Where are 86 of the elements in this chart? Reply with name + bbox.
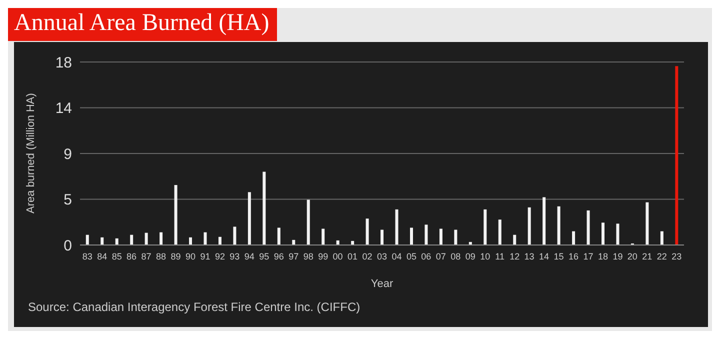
chart-title: Annual Area Burned (HA) (8, 8, 278, 41)
bar (306, 200, 310, 245)
x-tick-label: 90 (185, 251, 196, 262)
x-tick-label: 23 (672, 251, 682, 262)
x-tick-label: 03 (376, 251, 388, 262)
bar (144, 232, 148, 245)
bar (557, 206, 560, 245)
x-tick-label: 18 (598, 251, 608, 262)
x-tick-label: 15 (554, 251, 564, 262)
bar (660, 231, 664, 245)
x-tick-label: 98 (303, 251, 314, 262)
source-note: Source: Canadian Interagency Forest Fire Centre Inc. (CIFFC) (28, 300, 360, 314)
bar (395, 209, 398, 245)
x-tick-label: 83 (82, 251, 92, 262)
bar (410, 228, 413, 245)
y-tick-label: 5 (64, 192, 72, 209)
bar (646, 202, 649, 245)
bar (86, 234, 89, 245)
x-tick-label: 22 (656, 251, 667, 262)
y-tick-label: 9 (64, 146, 72, 163)
bar (189, 237, 192, 245)
x-tick-label: 84 (97, 251, 108, 262)
x-tick-label: 05 (406, 251, 416, 262)
bar (675, 66, 678, 245)
x-tick-label: 09 (465, 251, 476, 262)
y-axis-title: Area burned (Million HA) (24, 93, 37, 214)
x-tick-label: 19 (612, 251, 623, 262)
bar (174, 185, 178, 245)
bar (262, 172, 266, 245)
x-tick-label: 01 (348, 251, 358, 262)
x-tick-label: 89 (170, 251, 181, 262)
bar (513, 234, 516, 245)
x-tick-label: 04 (392, 251, 402, 262)
bar (602, 222, 604, 245)
x-tick-label: 20 (627, 251, 638, 262)
x-tick-label: 99 (318, 251, 328, 262)
x-tick-label: 13 (524, 251, 534, 262)
x-tick-label: 86 (126, 251, 137, 262)
x-tick-label: 12 (510, 251, 520, 262)
bar (572, 231, 576, 245)
bar (100, 237, 104, 245)
bar (528, 207, 531, 245)
bar (218, 236, 222, 245)
x-tick-label: 97 (288, 251, 299, 262)
bar (439, 228, 442, 245)
x-tick-label: 21 (642, 251, 652, 262)
y-tick-label: 14 (55, 100, 72, 118)
y-tick-label: 0 (64, 237, 72, 254)
bar (160, 232, 163, 245)
bar (586, 210, 590, 245)
x-tick-label: 95 (259, 251, 270, 262)
x-tick-label: 06 (421, 251, 432, 262)
x-tick-label: 93 (230, 251, 240, 262)
x-tick-label: 88 (156, 251, 166, 262)
bar (542, 197, 546, 245)
bar (366, 218, 369, 245)
y-tick-label: 18 (55, 54, 72, 72)
x-tick-label: 08 (450, 251, 461, 262)
bar (616, 224, 620, 245)
bar (130, 234, 134, 245)
x-tick-label: 00 (332, 251, 343, 262)
x-tick-label: 92 (214, 251, 225, 262)
x-tick-label: 91 (200, 251, 210, 262)
bar (322, 228, 325, 245)
bar (248, 192, 251, 245)
bar (115, 238, 118, 245)
x-tick-label: 14 (539, 251, 550, 262)
x-tick-label: 87 (141, 251, 152, 262)
x-tick-label: 02 (362, 251, 372, 262)
x-axis-title: Year (370, 278, 394, 290)
x-tick-label: 96 (274, 251, 284, 262)
x-tick-label: 85 (112, 251, 122, 262)
x-tick-label: 07 (436, 251, 446, 262)
bar (233, 226, 236, 245)
bar (380, 230, 384, 245)
bar (498, 220, 502, 245)
bar (424, 224, 428, 245)
x-tick-label: 17 (583, 251, 594, 262)
bar (204, 232, 207, 245)
bar (484, 209, 487, 245)
x-tick-label: 94 (244, 251, 254, 262)
x-tick-label: 10 (480, 251, 490, 262)
bar (454, 230, 458, 245)
x-tick-label: 11 (495, 251, 505, 262)
x-tick-label: 16 (568, 251, 579, 262)
bar (277, 228, 280, 245)
